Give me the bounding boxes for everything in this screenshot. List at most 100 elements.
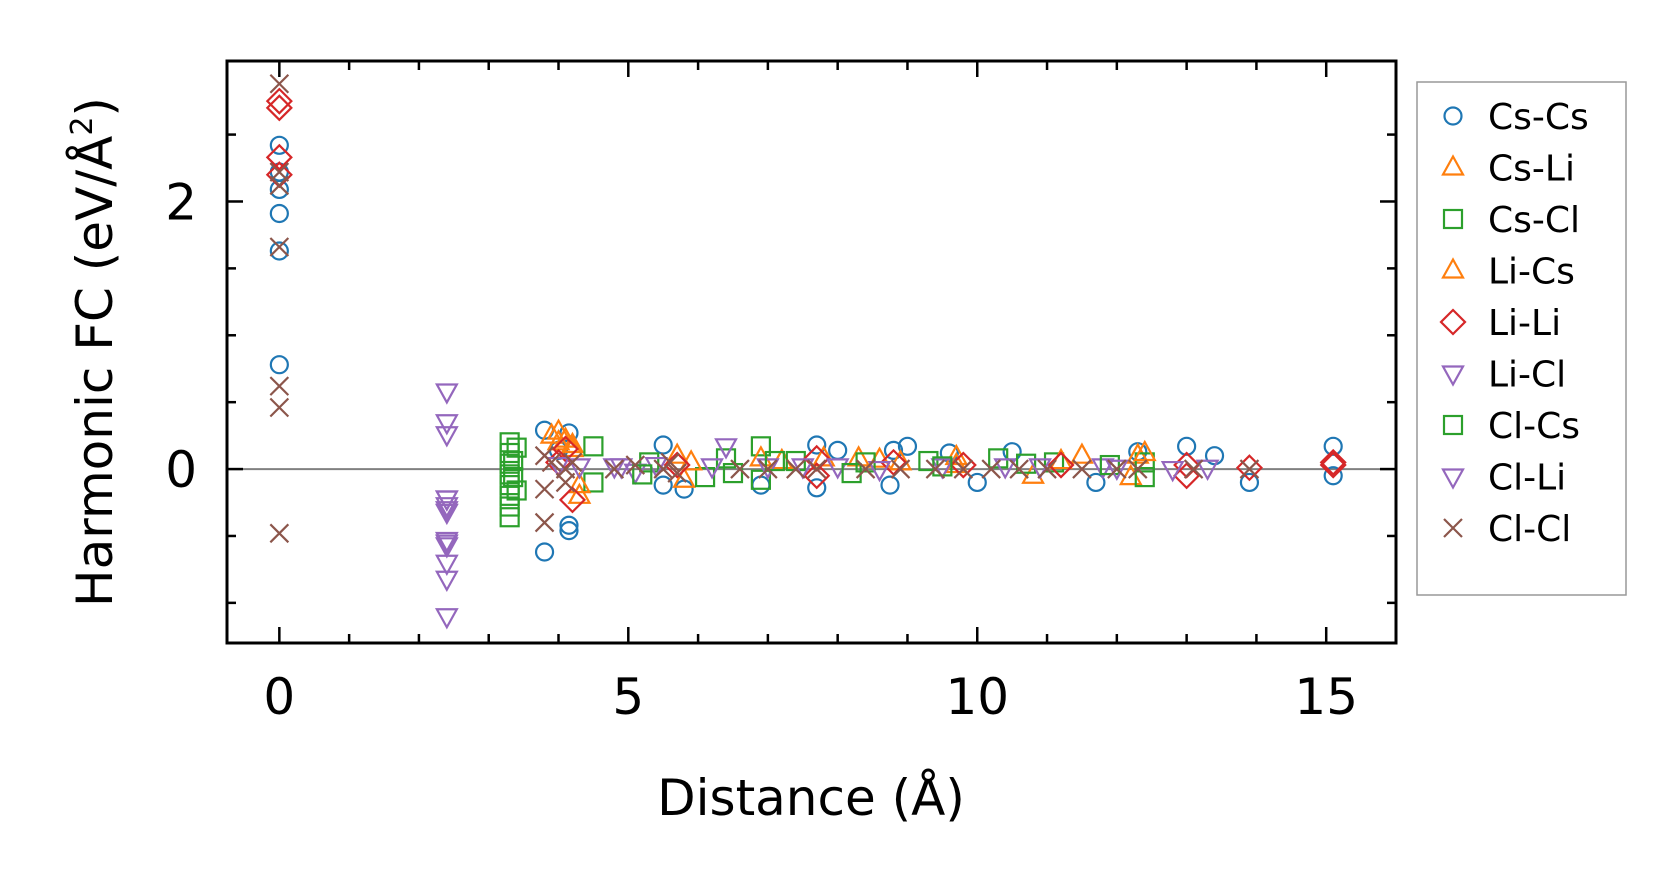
data-point: [434, 531, 459, 554]
data-point: [1132, 439, 1157, 462]
data-point: [672, 466, 697, 488]
legend-label: Li-Cs: [1488, 252, 1575, 293]
data-point: [559, 521, 579, 541]
series-cs-cl: [499, 432, 1155, 528]
data-point: [503, 450, 524, 472]
data-point: [551, 435, 580, 463]
x-tick-label: 0: [263, 668, 295, 726]
data-point: [846, 445, 871, 467]
data-point: [1107, 459, 1127, 479]
data-point: [534, 512, 555, 533]
data-point: [1086, 472, 1106, 493]
data-point: [559, 515, 579, 535]
data-point: [750, 469, 772, 490]
x-axis-title: Distance (Å): [657, 769, 965, 827]
data-point: [434, 426, 459, 448]
data-point: [499, 464, 520, 485]
data-point: [786, 459, 806, 479]
data-point: [560, 431, 585, 454]
data-point: [434, 501, 459, 523]
data-point: [562, 452, 583, 473]
data-point: [750, 436, 772, 457]
data-point: [1183, 459, 1204, 479]
data-point: [534, 542, 555, 562]
data-point: [897, 436, 918, 456]
series-li-cl: [434, 383, 1220, 630]
x-tick-label: 10: [945, 668, 1009, 726]
data-point: [623, 463, 648, 486]
data-point: [269, 523, 290, 544]
data-point: [567, 458, 592, 480]
data-point: [1091, 458, 1115, 480]
data-point: [1134, 452, 1155, 473]
data-point: [756, 458, 780, 480]
data-point: [890, 459, 911, 479]
data-point: [269, 376, 290, 396]
y-axis-title: Harmonic FC (eV/Å2): [65, 97, 124, 607]
data-point: [918, 450, 939, 472]
data-point: [807, 435, 827, 455]
legend-marker: [1442, 208, 1464, 230]
data-point: [679, 449, 703, 471]
data-point: [981, 459, 1001, 479]
data-point: [883, 440, 904, 460]
series-li-li: [265, 87, 1347, 514]
data-point: [925, 459, 946, 479]
data-point: [604, 459, 625, 479]
data-point: [879, 448, 908, 476]
data-point: [534, 479, 555, 499]
data-point: [434, 570, 459, 593]
data-point: [1177, 436, 1197, 456]
legend-marker: [1441, 468, 1465, 490]
data-point: [567, 471, 592, 494]
data-point: [665, 442, 690, 464]
data-point: [653, 435, 673, 455]
data-point: [1323, 466, 1343, 486]
data-point: [653, 475, 673, 495]
data-point: [758, 459, 778, 479]
data-point: [269, 73, 290, 94]
data-point: [730, 459, 750, 479]
data-point: [546, 418, 571, 440]
data-point: [700, 458, 724, 480]
data-point: [265, 143, 293, 171]
data-point: [506, 437, 527, 458]
data-point: [434, 503, 459, 526]
data-point: [499, 485, 520, 506]
data-point: [269, 203, 289, 224]
data-point: [583, 436, 604, 457]
legend-label: Cl-Li: [1488, 458, 1566, 499]
data-point: [269, 397, 290, 418]
plot-area-frame: [225, 59, 1398, 645]
data-point: [434, 490, 459, 512]
data-point: [499, 432, 520, 453]
y-axis-title-close: ): [66, 97, 124, 117]
data-point: [269, 355, 289, 375]
data-point: [939, 443, 959, 463]
data-point: [722, 462, 744, 484]
data-point: [1239, 472, 1260, 493]
data-point: [434, 383, 459, 405]
data-point: [499, 496, 520, 517]
legend-label: Cs-Cl: [1488, 200, 1580, 241]
data-point: [803, 462, 831, 490]
data-point: [667, 463, 687, 483]
axis-tick-labels: 0 5 10 15 0 2: [165, 173, 1358, 726]
data-point: [1173, 462, 1201, 490]
data-point: [660, 452, 680, 473]
data-point: [269, 135, 289, 155]
data-point: [1239, 459, 1260, 479]
data-point: [841, 462, 862, 484]
data-point: [541, 452, 562, 473]
x-tick-label: 5: [612, 668, 644, 726]
legend-marker: [1442, 414, 1464, 436]
data-point: [714, 438, 738, 460]
data-point: [499, 507, 520, 528]
data-point: [434, 414, 459, 436]
data-point: [434, 537, 459, 559]
data-point: [1037, 459, 1057, 479]
data-point: [1016, 453, 1037, 474]
legend-marker: [1443, 518, 1463, 538]
data-point: [867, 460, 892, 483]
data-point: [1070, 442, 1094, 464]
